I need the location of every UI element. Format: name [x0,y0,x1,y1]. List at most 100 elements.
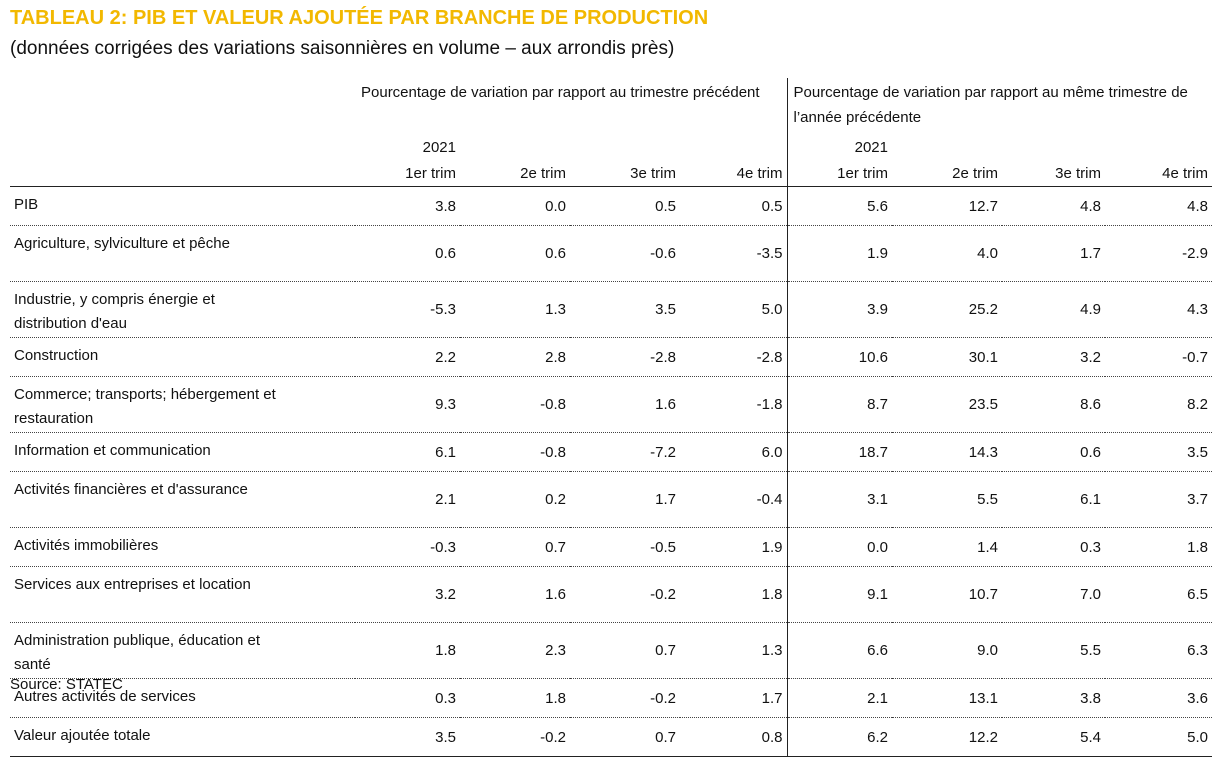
cell: 5.5 [1002,622,1105,679]
cell: 10.6 [786,337,892,377]
data-row: Agriculture, sylviculture et pêche 0.6 0.6… [10,225,1212,282]
cell: -0.8 [460,376,570,433]
row-label: Services aux entreprises et location [10,566,355,623]
year-row: 2021 2021 [10,134,1212,160]
header-row: Pourcentage de variation par rapport au … [10,78,1212,134]
group-header: Pourcentage de variation par rapport au … [361,84,760,101]
row-label: Commerce; transports; hébergement et res… [10,376,355,433]
cell: 1.8 [680,566,787,623]
data-row: Activités immobilières -0.3 0.7 -0.5 1.9 0.0 1… [10,527,1212,567]
cell: 5.0 [1105,717,1212,757]
cell: 9.1 [786,566,892,623]
cell: 0.5 [570,186,680,226]
cell: 8.7 [786,376,892,433]
row-label: Valeur ajoutée totale [10,717,355,757]
data-row: Activités financières et d'assurance 2.1 0… [10,471,1212,528]
cell: 10.7 [892,566,1002,623]
cell: 1.7 [570,471,680,528]
cell: 5.6 [786,186,892,226]
row-label: Construction [10,337,355,377]
column-header: 1er trim [786,160,892,187]
data-row: Administration publique, éducation et sa… [10,622,1212,679]
cell: 1.3 [680,622,787,679]
data-row: Autres activités de services 0.3 1.8 -0.2 1.… [10,678,1212,718]
cell: 0.2 [460,471,570,528]
data-row: Valeur ajoutée totale 3.5 -0.2 0.7 0.8 6.2 12.… [10,717,1212,757]
cell: 0.5 [680,186,787,226]
column-header: 3e trim [570,160,680,187]
cell: 1.8 [355,622,460,679]
cell: 23.5 [892,376,1002,433]
row-label: Industrie, y compris énergie et distribu… [10,281,355,338]
cell: 1.3 [460,281,570,338]
row-label: Information et communication [10,432,355,472]
row-label: PIB [10,186,355,226]
cell: 3.2 [1002,337,1105,377]
cell: 12.2 [892,717,1002,757]
cell: 0.0 [460,186,570,226]
cell: -2.8 [570,337,680,377]
cell: 1.8 [1105,527,1212,567]
cell: 5.4 [1002,717,1105,757]
column-header: 4e trim [1105,160,1212,187]
cell: 6.0 [680,432,787,472]
empty-cell [1002,134,1105,160]
row-label: Agriculture, sylviculture et pêche [10,225,355,282]
data-row: Information et communication 6.1 -0.8 -7.2 6… [10,432,1212,472]
empty-cell [1105,134,1212,160]
column-header: 3e trim [1002,160,1105,187]
cell: 3.7 [1105,471,1212,528]
cell: -2.9 [1105,225,1212,282]
cell: 9.0 [892,622,1002,679]
year: 2021 [422,138,456,156]
cell: -0.4 [680,471,787,528]
cell: 30.1 [892,337,1002,377]
empty-cell [680,134,787,160]
cell: 25.2 [892,281,1002,338]
cell: 3.5 [570,281,680,338]
cell: 4.9 [1002,281,1105,338]
cell: 6.3 [1105,622,1212,679]
cell: 0.7 [570,717,680,757]
cell: 12.7 [892,186,1002,226]
cell: 5.0 [680,281,787,338]
cell: 3.6 [1105,678,1212,718]
year: 2021 [786,134,892,160]
cell: 1.7 [1002,225,1105,282]
cell: 2.1 [355,471,460,528]
cell: -0.6 [570,225,680,282]
row-label: Activités immobilières [10,527,355,567]
source: Source: STATEC [10,676,123,693]
cell: 7.0 [1002,566,1105,623]
cell: -0.5 [570,527,680,567]
cell: 0.6 [1002,432,1105,472]
cell: 18.7 [786,432,892,472]
cell: 3.8 [355,186,460,226]
cell: 0.6 [460,225,570,282]
data-row: Construction 2.2 2.8 -2.8 -2.8 10.6 30.1 3.2 -0.… [10,337,1212,377]
cell: 4.3 [1105,281,1212,338]
column-header: 2e trim [460,160,570,187]
cell: 2.3 [460,622,570,679]
cell: -1.8 [680,376,787,433]
cell: 9.3 [355,376,460,433]
cell: 1.7 [680,678,787,718]
cell: -0.2 [570,566,680,623]
cell: 0.0 [786,527,892,567]
column-header: 1er trim [355,160,460,187]
cell: 8.6 [1002,376,1105,433]
cell: 0.3 [355,678,460,718]
cell: -0.3 [355,527,460,567]
cell: 2.2 [355,337,460,377]
cell: 2.1 [786,678,892,718]
cell: 4.8 [1105,186,1212,226]
column-header: 4e trim [680,160,787,187]
column-header: 2e trim [892,160,1002,187]
cell: 1.6 [460,566,570,623]
cell: 6.6 [786,622,892,679]
row-label: Administration publique, éducation et sa… [10,622,355,679]
cell: 1.9 [786,225,892,282]
cell: 5.5 [892,471,1002,528]
table: Pourcentage de variation par rapport au … [10,78,1212,757]
cell: 0.8 [680,717,787,757]
